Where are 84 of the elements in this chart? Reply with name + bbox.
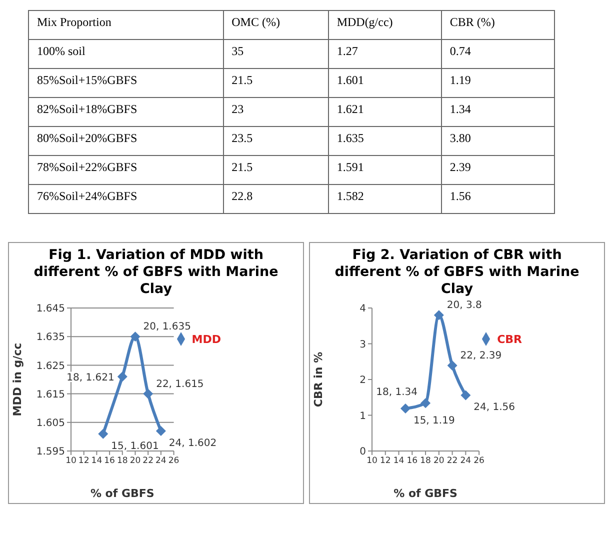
category-label: Mix Proportion: [28, 10, 224, 40]
chart-title: Fig 1. Variation of MDD with different % of GBFS with Marine Clay: [32, 246, 280, 298]
x-tick-label: 26: [168, 456, 180, 466]
point: [447, 360, 458, 371]
x-tick-label: 24: [156, 456, 166, 466]
text: 1.34: [441, 98, 554, 126]
y-tick-label: 1.635: [36, 332, 65, 344]
point: [400, 403, 410, 414]
legend-label: MDD: [192, 333, 221, 346]
x-axis-title: % of GBFS: [90, 487, 154, 500]
x-tick-label: 18: [116, 456, 128, 466]
text: 21.5: [223, 156, 328, 184]
x-tick-label: 14: [393, 456, 404, 466]
data-label: 20, 1.635: [143, 322, 191, 333]
x-tick-label: 26: [474, 456, 484, 466]
category-label: CBR (%): [441, 10, 554, 40]
point: [434, 310, 444, 320]
text: 2.39: [441, 156, 554, 184]
x-tick-label: 22: [142, 456, 154, 466]
data-label: 15, 1.601: [111, 440, 159, 452]
text: 35: [223, 40, 328, 68]
y-tick-label: 1.595: [36, 446, 65, 458]
y-tick-label: 1: [360, 410, 366, 422]
point: [156, 426, 166, 436]
text: 1.621: [328, 98, 442, 126]
y-tick-label: 3: [360, 339, 366, 350]
chart-title: Fig 2. Variation of CBR with different % of GBFS with Marine Clay: [334, 246, 580, 298]
y-tick-label: 1.625: [36, 360, 65, 372]
x-tick-label: 18: [420, 456, 431, 466]
y-tick-label: 2: [360, 375, 366, 386]
y-axis-title: MDD in g/cc: [10, 342, 24, 416]
point: [143, 388, 154, 399]
data-label: 18, 1.34: [376, 387, 418, 398]
point: [117, 372, 128, 382]
data-label: 24, 1.602: [168, 438, 217, 449]
category-label: MDD(g/cc): [328, 10, 442, 40]
y-axis-title: CBR in %: [312, 352, 325, 408]
x-axis-title: % of GBFS: [394, 487, 458, 500]
text: 76%Soil+24%GBFS: [28, 184, 224, 214]
text: 3.80: [441, 126, 554, 156]
text: 22.8: [223, 184, 328, 214]
text: 1.591: [328, 156, 442, 184]
x-tick-label: 12: [380, 456, 391, 466]
data-label: 15, 1.19: [413, 415, 455, 426]
text: 21.5: [223, 68, 328, 98]
category-label: OMC (%): [223, 10, 328, 40]
text: 80%Soil+20%GBFS: [28, 126, 224, 156]
text: 100% soil: [28, 40, 224, 68]
x-tick-label: 16: [406, 456, 418, 466]
y-tick-label: 4: [360, 304, 366, 315]
text: 1.601: [328, 68, 442, 98]
text: 1.635: [328, 126, 442, 156]
x-tick-label: 14: [91, 456, 102, 466]
x-tick-label: 20: [130, 456, 141, 466]
text: 1.56: [441, 184, 554, 214]
text: 1.19: [441, 68, 554, 98]
data-label: 20, 3.8: [446, 300, 482, 312]
data-label: 22, 1.615: [156, 378, 204, 390]
x-tick-label: 10: [366, 456, 378, 466]
text: 23: [223, 98, 328, 126]
legend-label: CBR: [497, 333, 522, 346]
x-tick-label: 10: [66, 456, 76, 466]
y-tick-label: 1.645: [36, 304, 65, 315]
y-tick-label: 1.605: [36, 418, 65, 429]
data-label: 24, 1.56: [474, 402, 516, 414]
text: 78%Soil+22%GBFS: [28, 156, 224, 184]
point: [420, 398, 431, 408]
x-tick-label: 22: [446, 456, 458, 466]
x-tick-label: 12: [78, 456, 90, 466]
text: 0.74: [441, 40, 554, 68]
point: [130, 332, 140, 342]
x-tick-label: 20: [434, 456, 444, 466]
text: 23.5: [223, 126, 328, 156]
y-tick-label: 0: [360, 446, 366, 458]
x-tick-label: 16: [104, 456, 115, 466]
x-tick-label: 24: [460, 456, 472, 466]
text: 1.27: [328, 40, 442, 68]
text: 82%Soil+18%GBFS: [28, 98, 224, 126]
text: 1.582: [328, 184, 442, 214]
point: [460, 390, 471, 400]
y-tick-label: 1.615: [36, 389, 65, 400]
data-label: 22, 2.39: [460, 350, 502, 362]
point: [98, 428, 108, 439]
text: 85%Soil+15%GBFS: [28, 68, 224, 98]
